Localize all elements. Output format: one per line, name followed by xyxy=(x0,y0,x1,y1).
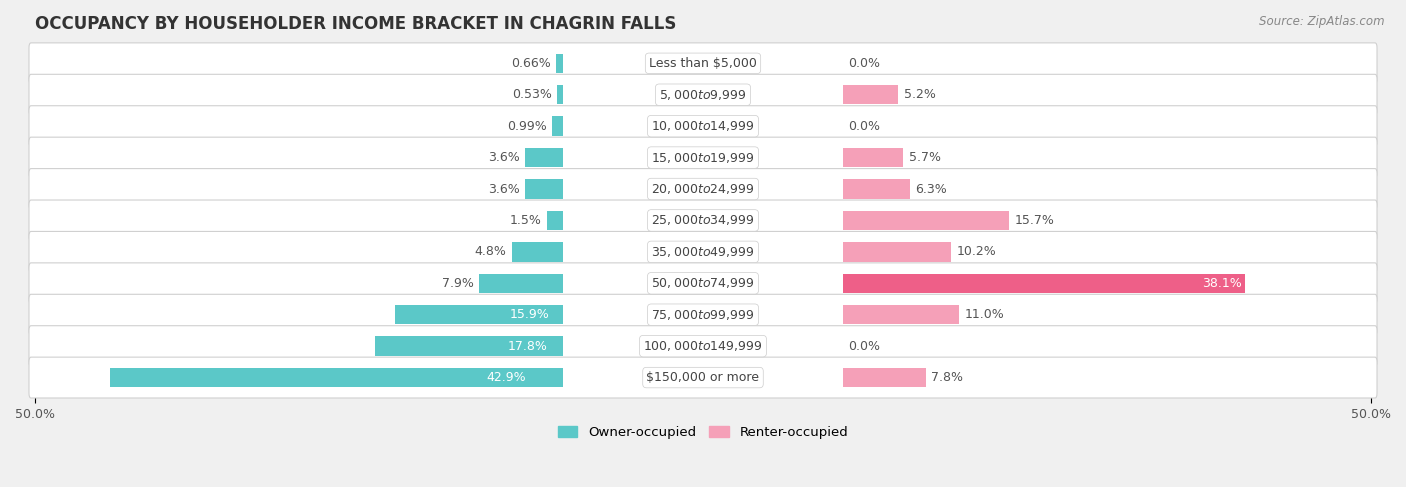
Text: 0.99%: 0.99% xyxy=(508,120,547,132)
Text: 0.66%: 0.66% xyxy=(510,57,550,70)
Bar xyxy=(557,85,562,105)
Legend: Owner-occupied, Renter-occupied: Owner-occupied, Renter-occupied xyxy=(553,421,853,445)
Bar xyxy=(547,211,562,230)
Bar xyxy=(844,242,950,262)
Text: $10,000 to $14,999: $10,000 to $14,999 xyxy=(651,119,755,133)
Text: 0.0%: 0.0% xyxy=(849,120,880,132)
Text: 17.8%: 17.8% xyxy=(508,339,548,353)
Bar xyxy=(512,242,562,262)
Bar xyxy=(844,148,904,168)
Bar xyxy=(375,337,562,356)
Text: 15.9%: 15.9% xyxy=(509,308,550,321)
Text: 1.5%: 1.5% xyxy=(509,214,541,227)
Text: $20,000 to $24,999: $20,000 to $24,999 xyxy=(651,182,755,196)
Text: 42.9%: 42.9% xyxy=(486,371,526,384)
Text: 6.3%: 6.3% xyxy=(915,183,946,195)
FancyBboxPatch shape xyxy=(30,106,1376,147)
Bar xyxy=(395,305,562,324)
Text: 11.0%: 11.0% xyxy=(965,308,1004,321)
Bar xyxy=(110,368,562,387)
Text: Source: ZipAtlas.com: Source: ZipAtlas.com xyxy=(1260,15,1385,28)
Text: $150,000 or more: $150,000 or more xyxy=(647,371,759,384)
FancyBboxPatch shape xyxy=(30,43,1376,84)
Text: 10.2%: 10.2% xyxy=(956,245,995,259)
FancyBboxPatch shape xyxy=(30,263,1376,304)
Bar xyxy=(844,85,898,105)
Text: Less than $5,000: Less than $5,000 xyxy=(650,57,756,70)
Text: 0.0%: 0.0% xyxy=(849,57,880,70)
Text: 7.9%: 7.9% xyxy=(441,277,474,290)
Bar xyxy=(844,274,1246,293)
Bar xyxy=(844,368,925,387)
Text: 15.7%: 15.7% xyxy=(1014,214,1054,227)
Bar xyxy=(524,179,562,199)
Text: $5,000 to $9,999: $5,000 to $9,999 xyxy=(659,88,747,102)
FancyBboxPatch shape xyxy=(30,294,1376,335)
FancyBboxPatch shape xyxy=(30,326,1376,367)
Text: 38.1%: 38.1% xyxy=(1202,277,1241,290)
Bar xyxy=(524,148,562,168)
Text: $75,000 to $99,999: $75,000 to $99,999 xyxy=(651,308,755,322)
Bar xyxy=(553,116,562,136)
Text: $100,000 to $149,999: $100,000 to $149,999 xyxy=(644,339,762,353)
FancyBboxPatch shape xyxy=(30,169,1376,209)
Text: 0.53%: 0.53% xyxy=(512,88,551,101)
Bar xyxy=(844,179,910,199)
Text: 3.6%: 3.6% xyxy=(488,151,519,164)
Bar xyxy=(479,274,562,293)
Text: 3.6%: 3.6% xyxy=(488,183,519,195)
Text: OCCUPANCY BY HOUSEHOLDER INCOME BRACKET IN CHAGRIN FALLS: OCCUPANCY BY HOUSEHOLDER INCOME BRACKET … xyxy=(35,15,676,33)
FancyBboxPatch shape xyxy=(30,357,1376,398)
Text: 4.8%: 4.8% xyxy=(475,245,506,259)
Text: 7.8%: 7.8% xyxy=(931,371,963,384)
Bar xyxy=(844,305,959,324)
Text: $25,000 to $34,999: $25,000 to $34,999 xyxy=(651,213,755,227)
Bar xyxy=(844,211,1010,230)
Text: $15,000 to $19,999: $15,000 to $19,999 xyxy=(651,150,755,165)
FancyBboxPatch shape xyxy=(30,200,1376,241)
Bar xyxy=(555,54,562,73)
Text: 0.0%: 0.0% xyxy=(849,339,880,353)
FancyBboxPatch shape xyxy=(30,231,1376,272)
Text: $50,000 to $74,999: $50,000 to $74,999 xyxy=(651,276,755,290)
Text: 5.2%: 5.2% xyxy=(904,88,935,101)
FancyBboxPatch shape xyxy=(30,75,1376,115)
FancyBboxPatch shape xyxy=(30,137,1376,178)
Text: $35,000 to $49,999: $35,000 to $49,999 xyxy=(651,245,755,259)
Text: 5.7%: 5.7% xyxy=(908,151,941,164)
